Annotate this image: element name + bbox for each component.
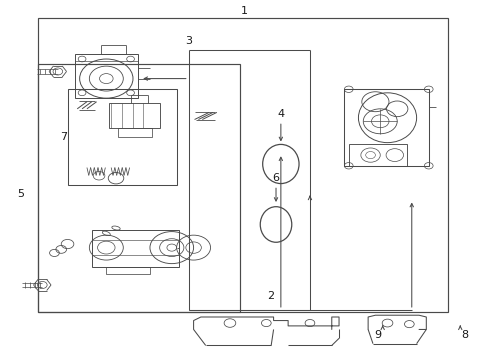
Text: 5: 5	[17, 189, 24, 199]
Text: 7: 7	[61, 132, 67, 142]
Text: 9: 9	[373, 330, 381, 340]
Text: 4: 4	[277, 109, 284, 119]
Bar	[92, 230, 179, 267]
Bar	[348, 144, 406, 166]
Bar	[39, 64, 239, 312]
Bar	[118, 129, 152, 137]
Text: 1: 1	[241, 6, 247, 16]
Text: 6: 6	[272, 173, 279, 183]
Bar	[343, 89, 428, 166]
Bar	[67, 89, 176, 185]
Bar	[75, 54, 138, 98]
Text: 2: 2	[267, 291, 274, 301]
Text: 8: 8	[461, 330, 468, 340]
Text: 3: 3	[185, 36, 192, 46]
Bar	[108, 103, 159, 129]
Bar	[39, 18, 447, 312]
Bar	[106, 267, 150, 274]
